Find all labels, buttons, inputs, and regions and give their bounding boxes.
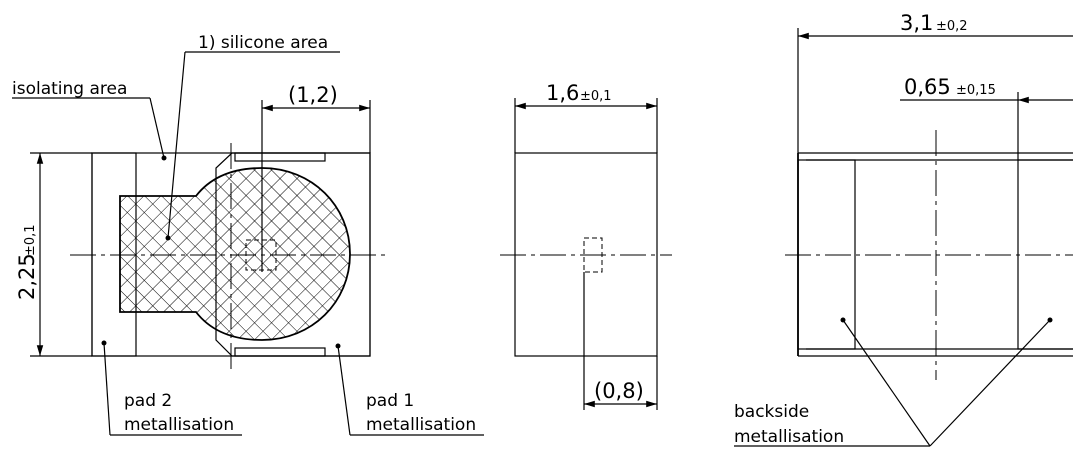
side-width-dimension: 1,6 ±0,1 bbox=[514, 81, 658, 153]
pad1-label-line1: pad 1 bbox=[366, 391, 414, 411]
pad1-callout: pad 1 metallisation bbox=[335, 343, 484, 436]
silicone-area-callout: 1) silicone area bbox=[165, 33, 340, 241]
height-value: 2,25 bbox=[15, 253, 39, 300]
pad-width-value: 0,65 bbox=[904, 75, 951, 99]
height-dimension: 2,25 ±0,1 bbox=[15, 152, 92, 357]
backside-label-line2: metallisation bbox=[734, 427, 844, 447]
pad1-label-line2: metallisation bbox=[366, 415, 476, 435]
isolating-slot-bottom bbox=[234, 347, 326, 357]
pad-width-tolerance: ±0,15 bbox=[956, 83, 996, 98]
side-width-tolerance: ±0,1 bbox=[580, 89, 612, 104]
side-view bbox=[500, 152, 672, 357]
isolating-slot-top bbox=[234, 152, 326, 162]
total-width-value: 3,1 bbox=[900, 11, 933, 35]
pad2-label-line2: metallisation bbox=[124, 415, 234, 435]
side-width-value: 1,6 bbox=[546, 81, 579, 105]
pad-width-dimension: 0,65 ±0,15 bbox=[900, 75, 1073, 160]
offset-top-dimension: (1,2) bbox=[261, 83, 371, 272]
isolating-area-label: isolating area bbox=[12, 79, 127, 99]
height-tolerance: ±0,1 bbox=[23, 224, 38, 256]
bottom-view bbox=[785, 130, 1073, 380]
top-view bbox=[70, 143, 388, 370]
isolating-area-callout: isolating area bbox=[12, 79, 167, 161]
silicone-area-label: 1) silicone area bbox=[198, 33, 328, 53]
backside-label-line1: backside bbox=[734, 402, 809, 422]
side-offset-dimension: (0,8) bbox=[583, 272, 658, 410]
pad2-label-line1: pad 2 bbox=[124, 391, 172, 411]
pad2-callout: pad 2 metallisation bbox=[101, 340, 242, 436]
total-width-dimension: 3,1 ±0,2 bbox=[797, 11, 1073, 153]
total-width-tolerance: ±0,2 bbox=[936, 19, 968, 34]
side-offset-value: (0,8) bbox=[594, 379, 644, 403]
offset-top-value: (1,2) bbox=[288, 83, 338, 107]
backside-callout: backside metallisation bbox=[734, 317, 1053, 447]
